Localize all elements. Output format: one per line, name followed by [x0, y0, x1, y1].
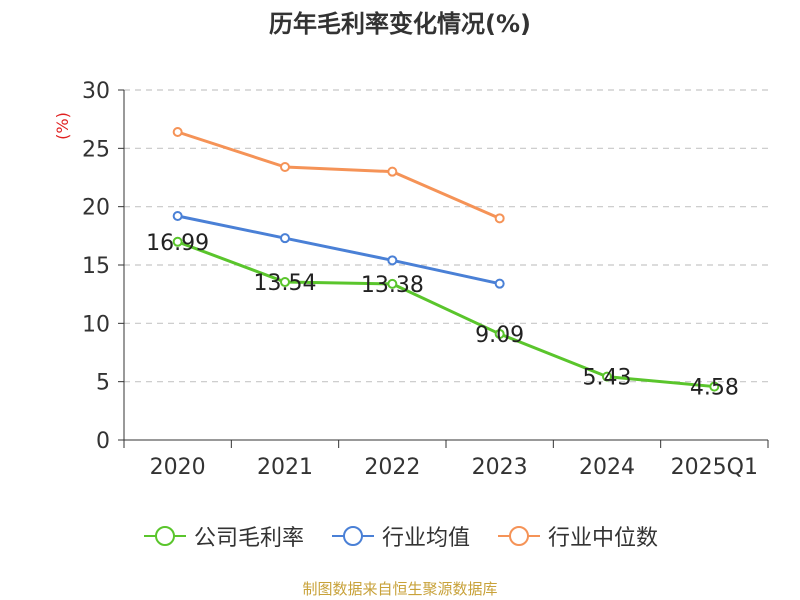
data-point-s1-2023	[494, 278, 505, 289]
y-tick-label: 15	[82, 254, 110, 279]
data-point-s0-2021	[280, 277, 290, 288]
data-label-2021: 13.54	[254, 271, 317, 296]
y-tick-label: 5	[96, 371, 110, 396]
data-label-2020: 16.99	[146, 231, 209, 256]
y-tick-label: 10	[82, 312, 110, 337]
legend-marker-industry-mean	[331, 526, 374, 546]
x-tick-label: 2021	[257, 455, 313, 480]
x-tick-label: 2020	[150, 455, 206, 480]
series-line-2	[177, 130, 501, 220]
x-tick-label: 2025Q1	[671, 455, 758, 480]
data-label-2024: 5.43	[583, 366, 632, 391]
data-point-s2-2021	[280, 162, 290, 172]
data-point-s0-2020	[172, 236, 183, 247]
legend-item-company[interactable]: 公司毛利率	[142, 520, 304, 552]
series-line-1	[177, 214, 500, 286]
y-tick-label: 25	[82, 137, 110, 162]
data-point-s0-2025Q1	[709, 381, 720, 392]
data-point-s2-2020	[172, 127, 183, 137]
data-label-2023: 9.09	[475, 323, 524, 348]
legend-marker-company	[143, 526, 186, 546]
data-point-s1-2020	[172, 211, 183, 221]
data-point-s2-2022	[387, 166, 398, 177]
legend-label-industry-mean: 行业均值	[381, 526, 470, 551]
data-point-s0-2024	[602, 371, 612, 382]
x-tick-label: 2023	[472, 455, 528, 480]
data-point-s0-2022	[387, 278, 398, 289]
data-point-s2-2023	[494, 213, 505, 224]
x-tick-label: 2022	[364, 455, 420, 480]
chart-title: 历年毛利率变化情况(%)	[269, 10, 531, 38]
series-line-0	[177, 240, 715, 389]
chart-legend: 公司毛利率 行业均值 行业中位数	[0, 520, 800, 552]
line-chart: 0 5 10 15 20 25 30 (%) 2020 2021 2022 2023 2024 2025Q…	[53, 79, 769, 480]
data-point-s1-2022	[387, 255, 398, 266]
y-axis-title: (%)	[53, 112, 72, 140]
y-tick-label: 30	[82, 79, 110, 104]
legend-label-company: 公司毛利率	[193, 526, 304, 551]
legend-item-industry-mean[interactable]: 行业均值	[330, 520, 470, 552]
y-tick-label: 20	[82, 196, 110, 221]
data-label-2025Q1: 4.58	[690, 376, 739, 401]
data-point-s0-2023	[494, 328, 505, 339]
data-point-s1-2021	[280, 233, 290, 244]
legend-label-industry-median: 行业中位数	[548, 526, 659, 551]
y-tick-label: 0	[96, 429, 110, 454]
legend-marker-industry-median	[498, 526, 540, 546]
data-source-note: 制图数据来自恒生聚源数据库	[302, 580, 498, 598]
x-tick-label: 2024	[579, 455, 635, 480]
legend-item-industry-median[interactable]: 行业中位数	[496, 520, 658, 552]
data-label-2022: 13.38	[361, 273, 424, 298]
